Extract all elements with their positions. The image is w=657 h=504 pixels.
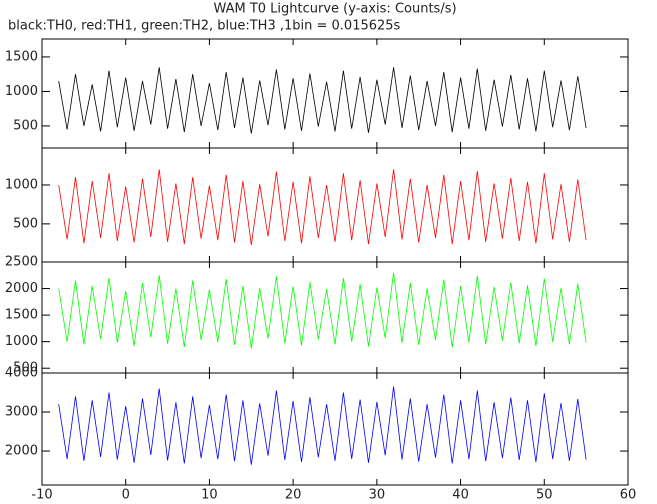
y-tick-label: 1000	[5, 84, 38, 99]
y-tick-label: 2000	[5, 281, 38, 296]
x-tick-label: 20	[285, 488, 302, 503]
lightcurve	[58, 272, 587, 349]
chart-subtitle: black:TH0, red:TH1, green:TH2, blue:TH3 …	[8, 19, 401, 34]
x-tick-label: 40	[452, 488, 469, 503]
x-tick-label: -10	[31, 488, 52, 503]
x-tick-label: 0	[122, 488, 130, 503]
y-tick-label: 500	[13, 216, 38, 231]
y-tick-label: 3000	[5, 405, 38, 420]
panel-frame	[41, 38, 629, 149]
y-tick-label: 1000	[5, 177, 38, 192]
y-tick-label: 1000	[5, 334, 38, 349]
y-tick-label: 500	[13, 361, 38, 376]
y-tick-label: 1500	[5, 49, 38, 64]
chart-title: WAM T0 Lightcurve (y-axis: Counts/s)	[213, 2, 456, 17]
y-tick-label: 4000	[5, 366, 38, 381]
lightcurve	[58, 169, 587, 245]
x-tick-label: 10	[201, 488, 218, 503]
lightcurve	[58, 67, 587, 134]
x-tick-label: 50	[536, 488, 553, 503]
y-tick-label: 500	[13, 118, 38, 133]
panel-frame	[41, 372, 629, 486]
x-tick-label: 60	[620, 488, 637, 503]
y-tick-label: 2500	[5, 255, 38, 270]
y-tick-label: 2000	[5, 444, 38, 459]
x-tick-label: 30	[369, 488, 386, 503]
y-tick-label: 1500	[5, 308, 38, 323]
lightcurve	[58, 386, 587, 465]
